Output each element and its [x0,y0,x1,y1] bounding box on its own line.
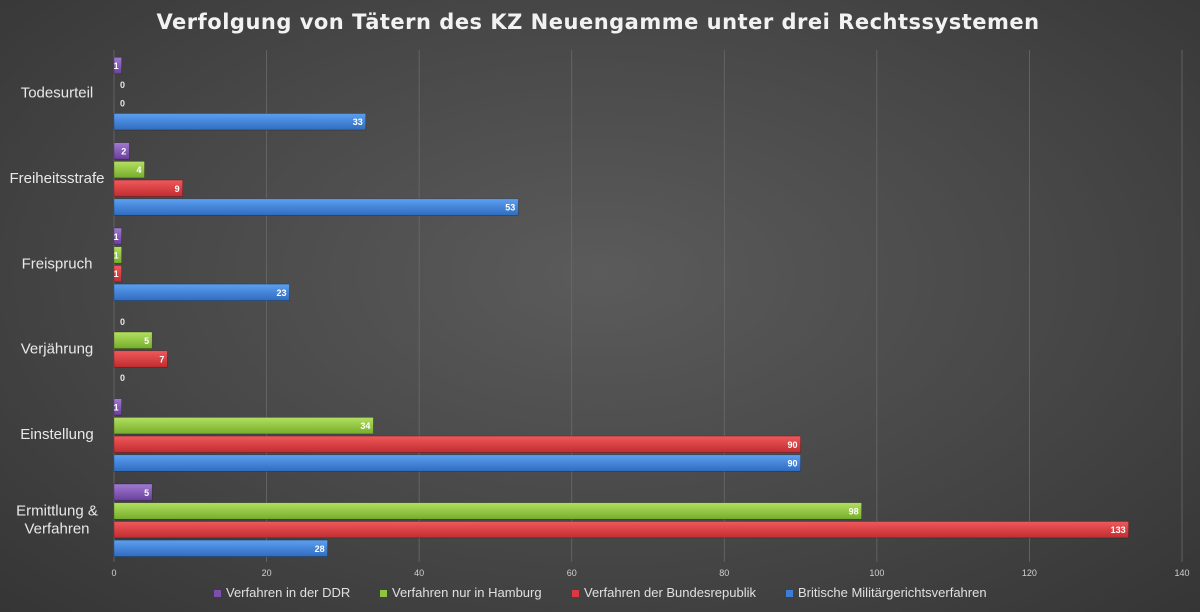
bar [113,417,374,435]
value-label: 4 [136,165,141,175]
bar [113,435,801,453]
bar [113,246,122,264]
gridlines [113,50,1183,562]
bar [113,142,130,160]
category-label: Freiheitsstrafe [9,170,104,187]
value-label: 1 [114,402,119,412]
category-label: Todesurteil [21,85,94,102]
bar [113,283,290,301]
value-label: 9 [175,184,180,194]
value-label: 1 [114,232,119,242]
bar [113,483,153,501]
category-label: Verjährung [21,341,94,358]
value-label: 23 [276,288,286,298]
value-label: 5 [144,336,149,346]
x-tick-label: 100 [869,568,884,578]
bar [113,179,183,197]
value-label: 34 [360,421,370,431]
value-label: 90 [788,440,798,450]
bar [113,454,801,472]
value-label: 1 [114,250,119,260]
bars [113,57,1129,557]
value-label: 53 [505,203,515,213]
value-label: 2 [121,146,126,156]
bar [113,227,122,245]
value-label: 28 [315,544,325,554]
x-tick-label: 140 [1174,568,1189,578]
x-tick-label: 40 [414,568,424,578]
x-tick-label: 60 [567,568,577,578]
bar [113,539,328,557]
x-tick-label: 120 [1022,568,1037,578]
value-label: 0 [120,317,125,327]
x-tick-label: 0 [111,568,116,578]
bar [113,331,153,349]
category-label: Einstellung [20,426,93,443]
legend-label: Verfahren nur in Hamburg [392,585,542,600]
category-labels: Todesurteil Freiheitsstrafe Freispruch Verj… [9,85,104,538]
bar [113,161,145,179]
value-label: 33 [353,117,363,127]
legend-label: Verfahren der Bundesrepublik [584,585,757,600]
bar [113,265,122,283]
x-tick-label: 80 [719,568,729,578]
value-label: 0 [120,99,125,109]
value-label: 1 [114,61,119,71]
category-label: Ermittlung & [16,502,98,519]
legend-swatch [786,590,793,597]
bar [113,502,862,520]
value-label: 133 [1111,525,1126,535]
bar [113,350,168,368]
legend-swatch [214,590,221,597]
bar [113,198,519,216]
value-label: 7 [159,355,164,365]
value-label: 98 [849,506,859,516]
bar [113,398,122,416]
legend-label: Britische Militärgerichtsverfahren [798,585,987,600]
legend: Verfahren in der DDR Verfahren nur in Ham… [214,585,987,600]
category-label: Freispruch [22,255,93,272]
bar [113,113,367,131]
value-label: 0 [120,80,125,90]
value-label: 1 [114,269,119,279]
bar [113,57,122,75]
value-label: 5 [144,488,149,498]
bar [113,521,1129,539]
x-axis-ticks: 0 20 40 60 80 100 120 140 [111,568,1189,578]
value-label: 0 [120,373,125,383]
legend-label: Verfahren in der DDR [226,585,350,600]
x-tick-label: 20 [262,568,272,578]
chart-title: Verfolgung von Tätern des KZ Neuengamme … [156,10,1039,34]
category-label: Verfahren [24,520,89,537]
legend-swatch [572,590,579,597]
value-label: 90 [788,459,798,469]
legend-swatch [380,590,387,597]
